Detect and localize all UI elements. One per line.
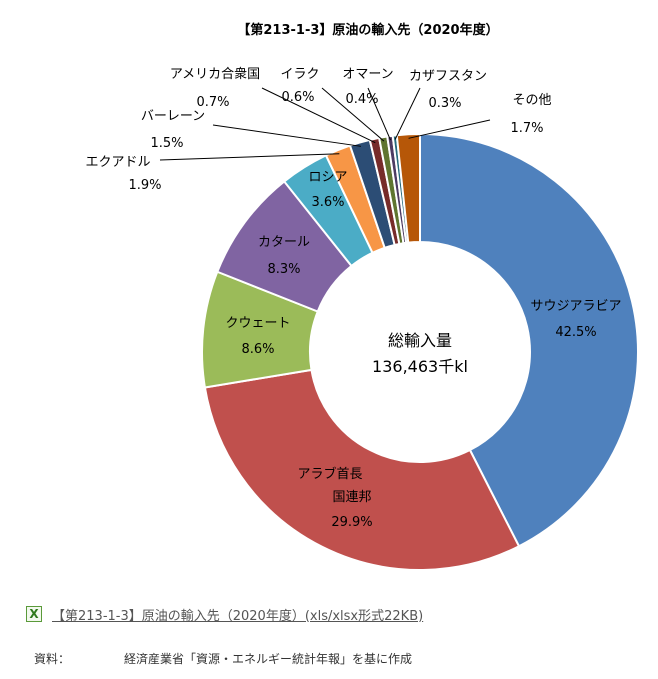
slice-label-name: カザフスタン: [409, 69, 487, 84]
slice-11: [395, 132, 421, 244]
slice-label-value: 1.7%: [510, 121, 543, 136]
leader-line: [261, 87, 376, 144]
slice-label-value: 0.4%: [345, 92, 378, 107]
source-text: 経済産業省「資源・エネルギー統計年報」を基に作成: [124, 652, 413, 666]
slice-1: [203, 368, 521, 571]
slice-label-name: クウェート: [225, 316, 290, 331]
slice-label-value: 29.9%: [331, 515, 372, 530]
slice-label-value: 0.3%: [428, 96, 461, 111]
slice-label-name: オマーン: [342, 67, 393, 82]
slice-0: [419, 132, 639, 548]
download-row: X 【第213-1-3】原油の輸入先（2020年度）(xls/xlsx形式22K…: [26, 603, 423, 625]
source-note: 資料： 経済産業省「資源・エネルギー統計年報」を基に作成: [34, 650, 412, 667]
leader-line: [212, 124, 362, 147]
slice-label-name: バーレーン: [141, 109, 205, 124]
slice-label-value: 8.6%: [241, 342, 274, 357]
center-label-volume: 136,463千kl: [372, 357, 468, 376]
donut-chart: 【第213-1-3】原油の輸入先（2020年度） サウジアラビア 42.5% アラブ…: [85, 22, 639, 571]
slice-label-value: 42.5%: [555, 325, 596, 340]
leader-line: [159, 153, 340, 161]
slice-label-value: 3.6%: [311, 195, 344, 210]
excel-file-icon[interactable]: X: [26, 606, 42, 622]
leader-line: [321, 87, 385, 142]
slice-label-name: サウジアラビア: [530, 299, 621, 314]
slice-label-value: 1.5%: [150, 136, 183, 151]
slice-label-name: その他: [512, 93, 551, 108]
slice-label-name: イラク: [280, 67, 319, 82]
download-link[interactable]: 【第213-1-3】原油の輸入先（2020年度）(xls/xlsx形式22KB): [52, 608, 424, 624]
leader-line: [394, 87, 421, 140]
slice-label-name: カタール: [258, 235, 310, 250]
slice-label-value: 0.7%: [196, 95, 229, 110]
slice-label-name: 国連邦: [332, 490, 371, 505]
slice-label-name: ロシア: [308, 170, 347, 185]
leader-line: [367, 87, 391, 141]
leader-line: [408, 119, 491, 139]
slice-label-name: アラブ首長: [297, 466, 362, 482]
slice-label-value: 1.9%: [128, 178, 161, 193]
chart-title: 【第213-1-3】原油の輸入先（2020年度）: [237, 22, 498, 38]
source-label: 資料：: [34, 652, 71, 666]
slice-label-value: 0.6%: [281, 90, 314, 105]
slice-label-name: アメリカ合衆国: [170, 66, 260, 82]
center-label-total: 総輸入量: [388, 331, 452, 350]
slice-label-value: 8.3%: [267, 262, 300, 277]
slice-label-name: エクアドル: [85, 155, 150, 170]
